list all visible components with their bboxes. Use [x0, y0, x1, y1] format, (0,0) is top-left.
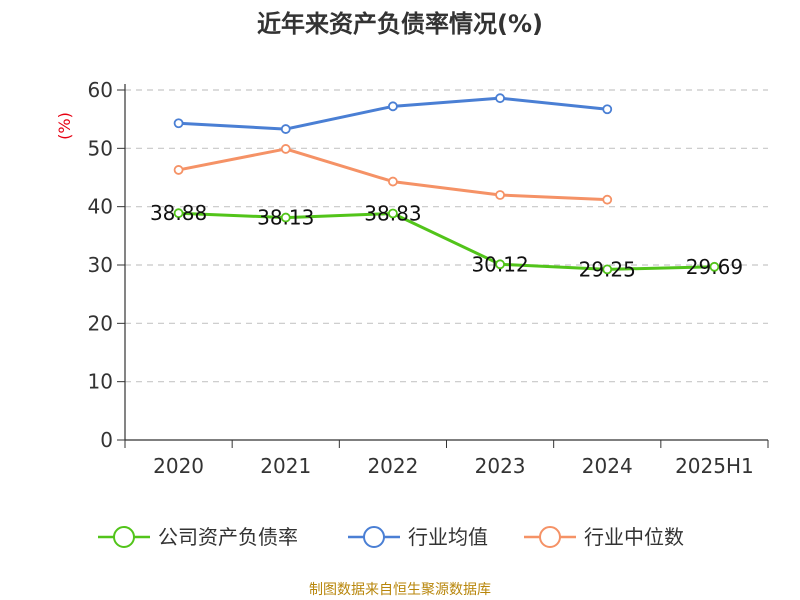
data-point: [709, 261, 720, 272]
data-point: [602, 264, 613, 275]
series-layer: [173, 93, 720, 275]
data-point: [280, 212, 291, 223]
legend-label: 行业中位数: [584, 525, 684, 549]
data-label: 38.13: [257, 206, 314, 230]
data-point: [495, 190, 505, 200]
grid-lines: [125, 89, 768, 383]
y-tick-label: 0: [100, 428, 113, 452]
data-point: [388, 176, 398, 187]
source-note: 制图数据来自恒生聚源数据库: [309, 582, 491, 598]
axes: 0 10 20 30 40 50 60 2020 2021 2022 2023 2024 2025H1: [88, 78, 769, 478]
series-2: [173, 144, 613, 205]
data-point: [280, 124, 291, 134]
y-tick-label: 20: [88, 311, 113, 335]
data-label: 29.25: [579, 257, 636, 281]
series-1: [173, 93, 613, 134]
legend-marker: [363, 526, 385, 548]
series-line: [178, 147, 608, 202]
legend-label: 行业均值: [408, 525, 488, 549]
series-line: [178, 211, 715, 271]
data-point: [388, 101, 398, 112]
x-tick-label: 2020: [153, 454, 204, 478]
data-label: 29.69: [686, 255, 743, 279]
data-point: [602, 104, 613, 115]
y-tick-label: 30: [88, 253, 113, 277]
x-tick-label: 2025H1: [675, 454, 754, 478]
data-label: 30.12: [471, 252, 528, 276]
data-point: [495, 93, 505, 104]
legend-item-1: 行业均值: [348, 525, 488, 549]
legend-item-2: 行业中位数: [524, 525, 684, 549]
legend-marker: [539, 526, 561, 548]
y-tick-label: 40: [88, 195, 113, 219]
y-tick-label: 10: [88, 370, 113, 394]
legend-label: 公司资产负债率: [158, 525, 298, 549]
series-0: [173, 208, 720, 275]
y-tick-label: 60: [88, 78, 113, 102]
data-label: 38.88: [150, 201, 207, 225]
x-tick-label: 2022: [367, 454, 418, 478]
legend-marker: [113, 526, 135, 548]
data-point: [173, 118, 184, 129]
data-point: [388, 208, 398, 219]
y-axis-unit: (%): [55, 112, 74, 140]
y-tick-label: 50: [88, 136, 113, 160]
legend-item-0: 公司资产负债率: [98, 525, 298, 549]
data-point: [280, 144, 291, 154]
data-point: [173, 165, 184, 175]
data-labels: 38.88 38.13 38.83 30.12 29.25 29.69: [150, 201, 743, 281]
data-label: 38.83: [364, 201, 421, 225]
x-tick-label: 2024: [582, 454, 633, 478]
x-tick-label: 2023: [475, 454, 526, 478]
legend: 公司资产负债率 行业均值 行业中位数: [98, 525, 684, 549]
data-point: [495, 259, 505, 270]
x-tick-label: 2021: [260, 454, 311, 478]
data-point: [173, 208, 184, 219]
chart-title: 近年来资产负债率情况(%): [257, 10, 543, 38]
data-point: [602, 194, 613, 205]
